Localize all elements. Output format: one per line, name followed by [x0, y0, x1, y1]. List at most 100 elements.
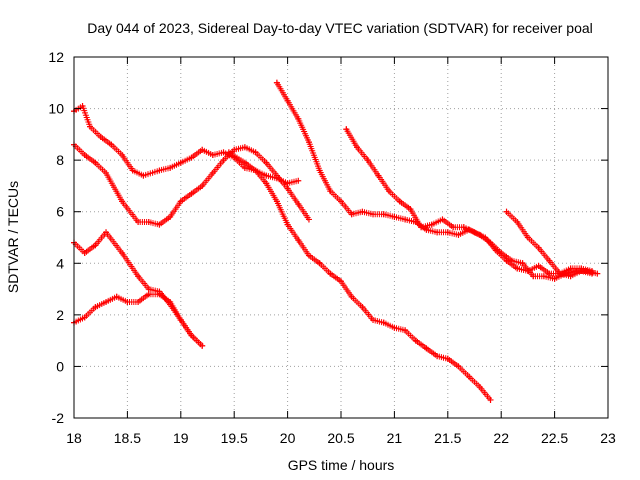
data-point — [177, 198, 184, 205]
series-markers — [71, 291, 204, 348]
data-point — [551, 275, 558, 282]
data-point — [354, 144, 361, 151]
data-point — [546, 270, 553, 277]
data-point — [263, 180, 270, 187]
data-point — [241, 164, 248, 171]
data-point — [567, 273, 574, 280]
y-tick-label: 10 — [48, 101, 64, 117]
data-point — [113, 293, 120, 300]
data-point — [466, 226, 473, 233]
data-point — [540, 273, 547, 280]
data-point — [439, 216, 446, 223]
data-point — [177, 317, 184, 324]
data-point — [487, 396, 494, 403]
data-point — [167, 164, 174, 171]
data-point — [145, 291, 152, 298]
data-point — [359, 304, 366, 311]
data-point — [423, 226, 430, 233]
x-tick-label: 22.5 — [541, 430, 568, 446]
data-point — [370, 211, 377, 218]
data-point — [514, 219, 521, 226]
y-tick-label: 6 — [56, 204, 64, 220]
data-point — [556, 270, 563, 277]
data-point — [482, 234, 489, 241]
data-point — [391, 324, 398, 331]
ticks: 18 18.5 19 19.5 20 20.5 21 21.5 22 22.5 23 -2 0 2 4 6 8 1… — [48, 49, 616, 446]
data-point — [81, 151, 88, 158]
data-point — [316, 167, 323, 174]
data-point — [97, 133, 104, 140]
data-point — [338, 278, 344, 285]
data-point — [145, 286, 152, 293]
data-point — [92, 159, 99, 166]
x-tick-label: 23 — [600, 430, 616, 446]
data-point — [209, 151, 216, 158]
data-point — [135, 219, 142, 226]
data-point — [295, 177, 302, 184]
data-point — [535, 262, 542, 269]
series-markers — [225, 149, 492, 402]
data-point — [252, 149, 259, 156]
data-point — [514, 265, 521, 272]
data-point — [343, 126, 350, 133]
series-markers — [343, 126, 593, 277]
x-tick-label: 19 — [173, 430, 189, 446]
data-point — [567, 265, 574, 272]
data-point — [444, 229, 451, 236]
data-point — [492, 247, 499, 254]
data-point — [476, 384, 483, 391]
data-point — [327, 270, 334, 277]
series-markers — [71, 229, 204, 348]
data-point — [241, 159, 248, 166]
data-point — [327, 188, 334, 195]
data-point — [396, 198, 403, 205]
data-point — [92, 304, 99, 311]
data-point — [177, 159, 184, 166]
data-point — [119, 151, 126, 158]
data-point — [380, 211, 387, 218]
data-point — [220, 157, 227, 164]
data-point — [119, 249, 126, 256]
data-point — [428, 221, 435, 228]
data-point — [305, 216, 312, 223]
x-axis-label: GPS time / hours — [288, 457, 395, 473]
y-tick-label: 12 — [48, 49, 64, 65]
data-point — [455, 363, 462, 370]
data-point — [386, 188, 393, 195]
data-point — [503, 257, 510, 264]
grid — [74, 57, 608, 418]
data-point — [199, 182, 206, 189]
data-point — [92, 242, 99, 249]
data-point — [81, 314, 88, 321]
data-point — [188, 154, 195, 161]
series-markers — [273, 79, 599, 282]
data-point — [119, 198, 126, 205]
data-series — [71, 79, 601, 403]
series-track-3 — [71, 229, 206, 349]
data-point — [103, 170, 110, 177]
y-tick-label: 0 — [56, 358, 64, 374]
data-point — [284, 221, 291, 228]
data-point — [402, 327, 409, 334]
data-point — [316, 260, 323, 267]
y-tick-label: 4 — [56, 255, 64, 271]
data-point — [535, 244, 542, 251]
data-point — [220, 149, 227, 156]
x-tick-label: 20.5 — [327, 430, 354, 446]
y-tick-label: 8 — [56, 152, 64, 168]
data-point — [305, 252, 312, 259]
series-track-4 — [71, 291, 206, 349]
data-point — [380, 319, 387, 326]
data-point — [225, 149, 232, 156]
data-point — [471, 229, 478, 236]
data-point — [295, 200, 302, 207]
data-point — [375, 172, 382, 179]
data-point — [135, 298, 142, 305]
data-point — [364, 157, 371, 164]
data-point — [578, 268, 585, 275]
data-point — [273, 172, 280, 179]
data-point — [263, 172, 270, 179]
series-track-7 — [343, 126, 595, 277]
data-point — [103, 298, 110, 305]
